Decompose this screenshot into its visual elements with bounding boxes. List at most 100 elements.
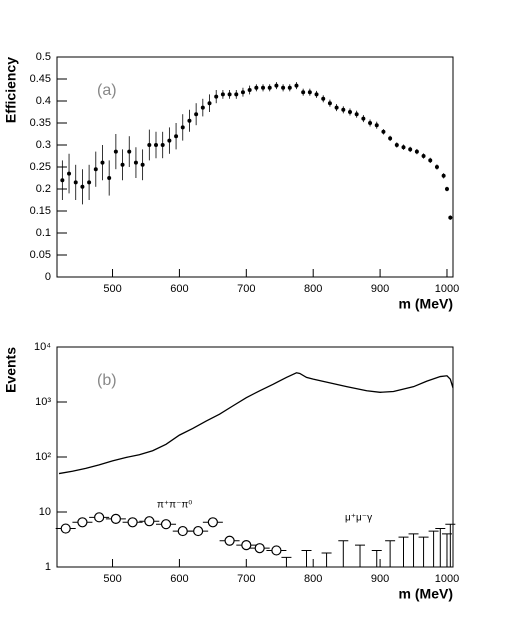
data-point (180, 125, 185, 130)
y-tick-label: 10⁴ (34, 341, 51, 353)
data-point (120, 162, 125, 167)
data-point (338, 540, 349, 567)
data-point (194, 112, 199, 117)
y-tick-label: 0.45 (30, 73, 51, 85)
data-point (254, 543, 265, 554)
data-point (113, 149, 118, 154)
panel-label: (a) (97, 82, 117, 99)
data-point (434, 165, 439, 169)
y-tick-label: 10 (39, 506, 51, 518)
y-tick-label: 0.2 (36, 183, 51, 195)
data-point (147, 143, 152, 147)
data-point (341, 107, 346, 112)
data-point (394, 143, 399, 147)
data-point (421, 154, 426, 158)
y-tick-label: 0.05 (30, 249, 51, 261)
y-axis-title: Efficiency (3, 57, 19, 123)
data-point (428, 530, 439, 567)
data-point (167, 138, 172, 143)
data-point (240, 90, 245, 95)
x-tick-label: 700 (237, 283, 255, 295)
data-point (207, 101, 212, 106)
x-tick-label: 600 (170, 283, 188, 295)
y-tick-label: 0 (45, 271, 51, 283)
panel-label: (b) (97, 372, 117, 389)
data-point (100, 160, 105, 165)
x-axis-title: m (MeV) (399, 586, 453, 602)
data-point (281, 85, 286, 90)
data-point (93, 167, 98, 172)
legend-label: π⁺π⁻π⁰ (157, 500, 192, 511)
data-point (414, 149, 419, 154)
data-point (267, 85, 272, 90)
y-tick-label: 10³ (35, 396, 51, 408)
data-point (388, 136, 393, 141)
data-point (307, 90, 312, 95)
data-point (80, 184, 85, 189)
y-tick-label: 0.4 (36, 95, 51, 107)
data-point (445, 523, 456, 567)
data-point (127, 517, 138, 528)
x-tick-label: 1000 (435, 573, 459, 585)
data-point (401, 145, 406, 150)
data-point (448, 215, 453, 220)
y-axis-title: Events (3, 347, 19, 393)
x-tick-label: 600 (170, 573, 188, 585)
data-point (428, 158, 433, 163)
data-point (94, 512, 105, 523)
data-point (60, 178, 65, 183)
data-point (398, 536, 409, 567)
y-tick-label: 1 (45, 561, 51, 573)
data-point (435, 528, 446, 567)
x-tick-label: 800 (304, 573, 322, 585)
data-point (254, 85, 259, 90)
data-point (107, 176, 112, 180)
data-point (371, 549, 382, 567)
data-point (220, 92, 225, 97)
data-point (224, 535, 235, 546)
data-point (354, 112, 359, 117)
y-tick-label: 10² (35, 451, 51, 463)
data-point (385, 540, 396, 567)
data-point (140, 162, 145, 167)
data-point (271, 545, 282, 556)
data-point (174, 134, 179, 139)
x-tick-label: 900 (371, 283, 389, 295)
x-tick-label: 1000 (435, 283, 459, 295)
data-point (334, 105, 339, 110)
y-tick-label: 0.1 (36, 227, 51, 239)
y-tick-label: 0.25 (30, 161, 51, 173)
data-point (160, 143, 165, 147)
data-point (444, 187, 449, 191)
data-point (60, 523, 71, 534)
data-point (441, 173, 446, 178)
data-point (241, 540, 252, 551)
data-point (214, 94, 219, 99)
y-tick-label: 0.5 (36, 51, 51, 63)
data-point (408, 533, 419, 567)
data-point (200, 105, 205, 110)
data-point (314, 92, 319, 97)
x-tick-label: 900 (371, 573, 389, 585)
data-point (127, 149, 132, 154)
data-point (234, 92, 239, 97)
data-point (368, 121, 373, 125)
x-tick-label: 500 (103, 283, 121, 295)
data-point (347, 110, 352, 114)
data-point (321, 552, 332, 567)
data-point (374, 123, 379, 128)
data-point (133, 160, 138, 165)
data-point (381, 129, 386, 134)
y-tick-label: 0.15 (30, 205, 51, 217)
x-axis-title: m (MeV) (399, 296, 453, 312)
y-tick-label: 0.3 (36, 139, 51, 151)
data-point (355, 544, 366, 567)
data-point (301, 549, 312, 567)
data-point (294, 83, 299, 88)
data-point (110, 513, 121, 524)
data-point (287, 85, 292, 90)
x-tick-label: 800 (304, 283, 322, 295)
data-point (227, 92, 232, 97)
data-point (187, 118, 192, 123)
